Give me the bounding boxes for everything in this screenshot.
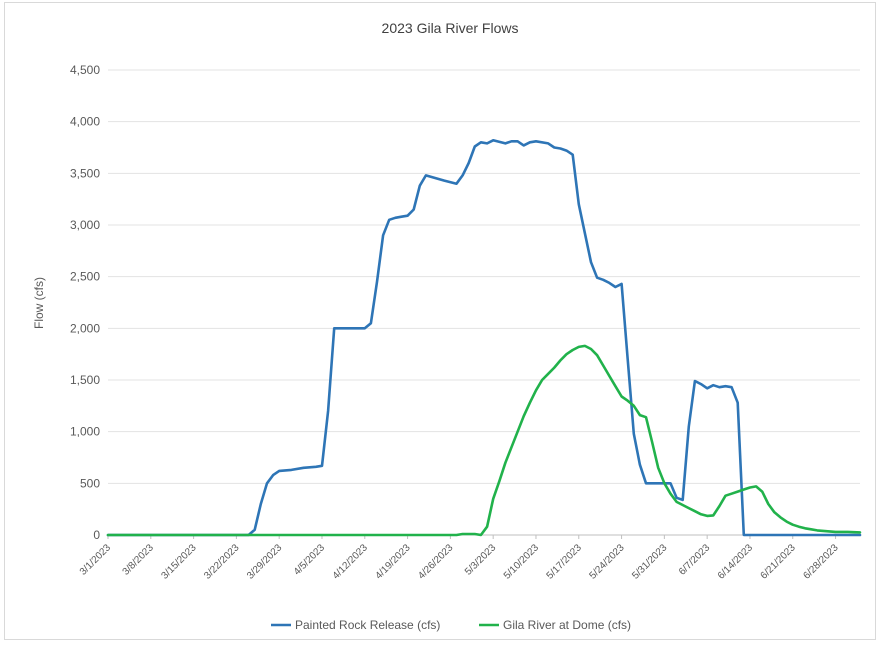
legend: Painted Rock Release (cfs) Gila River at … [271,618,631,632]
x-tick-label: 6/7/2023 [677,542,713,578]
series-line-painted-rock-release [106,139,862,537]
gridlines [108,69,860,536]
chart-frame: 2023 Gila River Flows 0 500 1,000 1,500 2,00… [4,2,876,640]
y-tick-label: 500 [80,476,100,490]
y-axis-label: Flow (cfs) [32,277,46,329]
x-tick-label: 5/17/2023 [545,542,585,582]
series-line-gila-river-at-dome [106,344,862,537]
x-tick-label: 5/3/2023 [463,542,499,578]
chart-title: 2023 Gila River Flows [382,20,519,36]
y-tick-label: 1,000 [70,425,100,439]
y-tick-label: 4,000 [70,115,100,129]
x-tick-label: 3/29/2023 [245,542,285,582]
x-tick-label: 4/5/2023 [292,542,328,578]
x-tick-label: 3/8/2023 [121,542,157,578]
y-tick-label: 4,500 [70,63,100,77]
x-tick-label: 4/12/2023 [331,542,371,582]
x-tick-label: 6/14/2023 [716,542,756,582]
legend-label-painted-rock-release: Painted Rock Release (cfs) [295,618,440,632]
x-tick-label: 6/21/2023 [759,542,799,582]
x-tick-label: 6/28/2023 [801,542,841,582]
y-tick-label: 3,000 [70,218,100,232]
y-axis-ticks: 0 500 1,000 1,500 2,000 2,500 3,000 3,500 4,000 4… [70,63,100,542]
y-tick-label: 3,500 [70,166,100,180]
y-tick-label: 0 [93,528,100,542]
x-tick-label: 4/19/2023 [373,542,413,582]
y-tick-label: 1,500 [70,373,100,387]
x-tick-label: 5/10/2023 [502,542,542,582]
x-tick-label: 3/22/2023 [202,542,242,582]
x-tick-label: 3/1/2023 [78,542,114,578]
x-tick-label: 4/26/2023 [416,542,456,582]
x-tick-label: 5/24/2023 [587,542,627,582]
x-tick-label: 5/31/2023 [630,542,670,582]
y-tick-label: 2,000 [70,321,100,335]
y-tick-label: 2,500 [70,270,100,284]
legend-label-gila-river-at-dome: Gila River at Dome (cfs) [503,618,631,632]
x-tick-label: 3/15/2023 [159,542,199,582]
line-chart: 2023 Gila River Flows 0 500 1,000 1,500 2,00… [32,20,862,632]
x-axis-ticks: 3/1/2023 3/8/2023 3/15/2023 3/22/2023 3/29/2… [78,535,841,582]
series-lines [106,139,862,537]
